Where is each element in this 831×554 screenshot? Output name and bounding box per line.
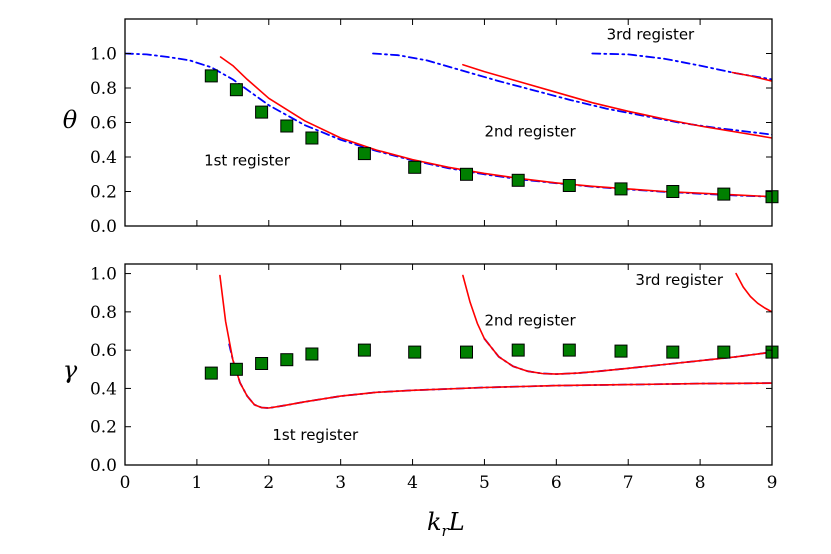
gamma-x-tick-label: 0 bbox=[120, 473, 131, 493]
gamma-series-layer bbox=[219, 272, 772, 409]
gamma-data-point bbox=[229, 362, 243, 376]
theta-data-point bbox=[305, 131, 319, 145]
theta-data-point bbox=[511, 173, 525, 187]
x-axis-label-subscript: r bbox=[442, 522, 450, 540]
gamma-y-axis-label: γ bbox=[63, 356, 78, 384]
theta-data-point bbox=[408, 160, 422, 174]
gamma-x-tick-label: 6 bbox=[551, 473, 562, 493]
theta-y-tick-label: 0.6 bbox=[90, 114, 117, 134]
theta-2nd-register-solid-line bbox=[462, 63, 772, 139]
gamma-data-point bbox=[305, 347, 319, 361]
gamma-y-tick-label: 0.6 bbox=[90, 341, 117, 361]
theta-ticks: 0.0 0.2 0.4 0.6 0.8 1.0 bbox=[90, 19, 773, 237]
gamma-x-tick-label: 2 bbox=[263, 473, 274, 493]
theta-data-point bbox=[614, 182, 628, 196]
theta-data-point bbox=[666, 185, 680, 198]
theta-3rd-register-solid-line bbox=[731, 71, 772, 82]
gamma-data-point bbox=[408, 345, 422, 359]
theta-annotation: 1st register bbox=[204, 152, 291, 170]
theta-y-tick-label: 0.2 bbox=[90, 183, 117, 203]
theta-data-point bbox=[717, 187, 731, 201]
gamma-data-point bbox=[204, 366, 218, 380]
gamma-y-tick-label: 0.2 bbox=[90, 418, 117, 438]
theta-data-point bbox=[280, 119, 294, 133]
theta-annotation: 2nd register bbox=[484, 122, 576, 140]
gamma-annotation: 2nd register bbox=[484, 311, 576, 329]
theta-y-tick-label: 0.8 bbox=[90, 79, 117, 99]
x-axis-label: krL bbox=[427, 508, 465, 540]
theta-annotations: 1st register 2nd register 3rd register bbox=[204, 26, 695, 170]
theta-data-point bbox=[460, 167, 473, 181]
gamma-x-tick-label: 7 bbox=[623, 473, 634, 493]
gamma-panel: 0.0 0.2 0.4 0.6 0.8 1.0 0 1 2 3 4 5 6 7 8 9 1st registe… bbox=[63, 263, 779, 493]
theta-y-tick-label: 0.4 bbox=[90, 148, 117, 168]
gamma-data-point bbox=[562, 343, 576, 357]
theta-1st-register-dash-dot-line bbox=[125, 52, 772, 198]
gamma-ticks: 0.0 0.2 0.4 0.6 0.8 1.0 0 1 2 3 4 5 6 7 8 9 bbox=[90, 264, 777, 493]
gamma-annotations: 1st register 2nd register 3rd register bbox=[272, 271, 723, 444]
gamma-3rd-register-solid-line bbox=[735, 272, 772, 313]
theta-data-point bbox=[357, 147, 371, 161]
gamma-y-tick-label: 0.0 bbox=[90, 456, 117, 476]
x-axis-label-L: L bbox=[448, 508, 465, 536]
gamma-2nd-register-solid-line bbox=[462, 274, 772, 375]
theta-annotation: 3rd register bbox=[607, 26, 695, 44]
theta-data-point bbox=[255, 105, 269, 119]
theta-y-tick-label: 0.0 bbox=[90, 217, 117, 237]
gamma-x-tick-label: 9 bbox=[767, 473, 778, 493]
gamma-data-point bbox=[666, 345, 680, 359]
gamma-data-point bbox=[255, 357, 269, 370]
gamma-data-point bbox=[460, 345, 473, 359]
theta-data-point bbox=[204, 69, 218, 83]
gamma-x-tick-label: 4 bbox=[407, 473, 418, 493]
theta-markers-layer bbox=[204, 69, 779, 204]
gamma-x-tick-label: 3 bbox=[335, 473, 346, 493]
gamma-data-point bbox=[614, 344, 628, 358]
theta-series-layer bbox=[125, 52, 772, 198]
gamma-x-tick-label: 1 bbox=[191, 473, 202, 493]
theta-data-point bbox=[562, 179, 576, 192]
theta-y-tick-label: 1.0 bbox=[90, 45, 117, 65]
gamma-x-tick-label: 5 bbox=[479, 473, 490, 493]
theta-panel: 0.0 0.2 0.4 0.6 0.8 1.0 1st register 2nd regis… bbox=[63, 18, 779, 237]
gamma-data-point bbox=[717, 345, 731, 359]
gamma-x-tick-label: 8 bbox=[695, 473, 706, 493]
gamma-plot-frame bbox=[124, 263, 773, 466]
gamma-y-tick-label: 0.8 bbox=[90, 303, 117, 323]
gamma-annotation: 3rd register bbox=[635, 271, 723, 289]
gamma-annotation: 1st register bbox=[272, 426, 359, 444]
gamma-y-tick-label: 1.0 bbox=[90, 265, 117, 285]
gamma-y-tick-label: 0.4 bbox=[90, 379, 117, 399]
gamma-data-point bbox=[280, 353, 294, 367]
gamma-1st-register-solid-line bbox=[219, 274, 772, 409]
x-axis-label-k: k bbox=[427, 508, 442, 536]
theta-data-point bbox=[229, 83, 243, 97]
gamma-data-point bbox=[511, 343, 525, 357]
theta-y-axis-label: θ bbox=[63, 106, 78, 134]
gamma-data-point bbox=[357, 343, 371, 357]
